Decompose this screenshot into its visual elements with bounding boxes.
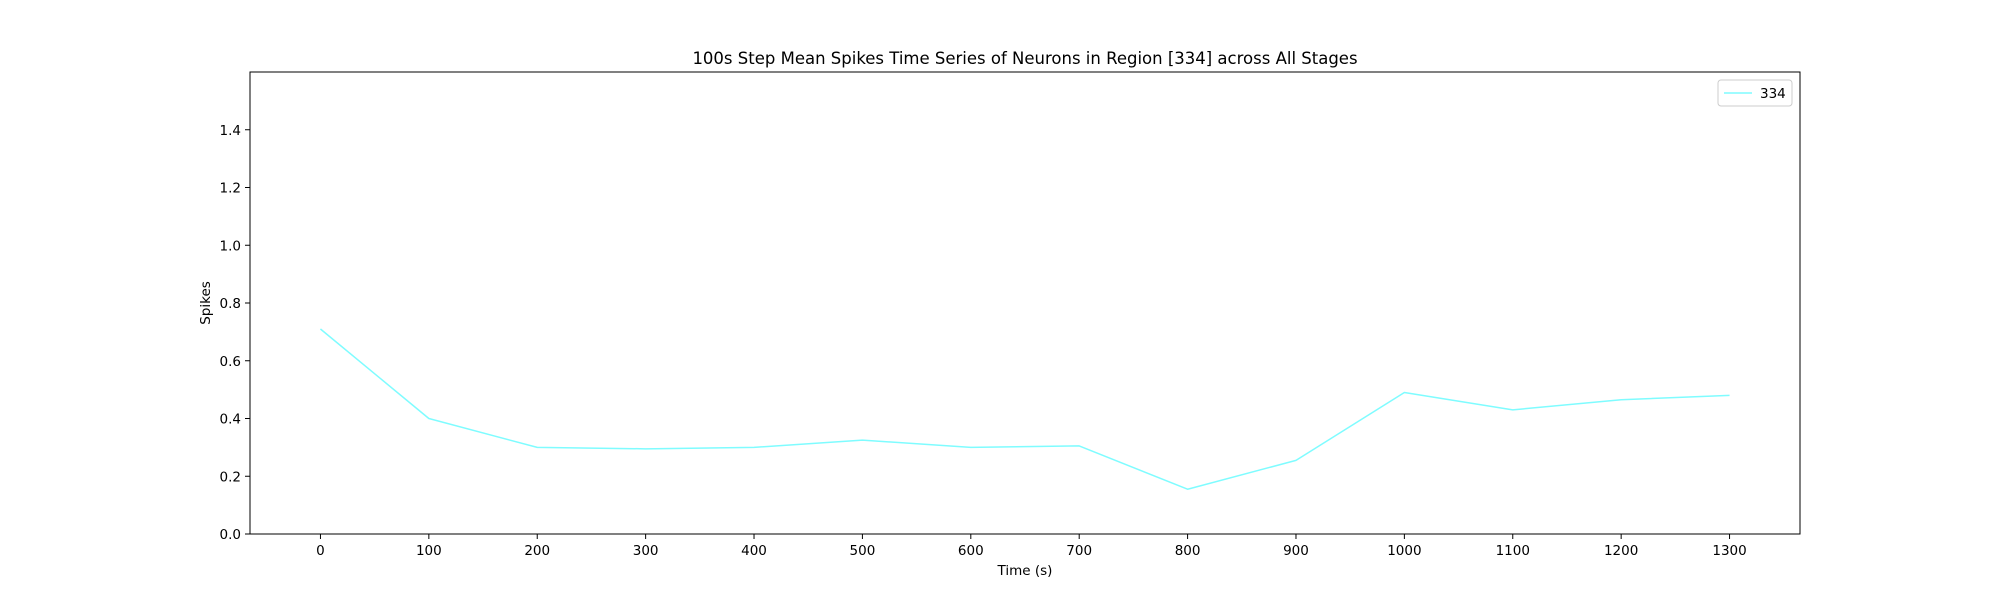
y-tick-label: 1.4 (220, 123, 241, 139)
y-tick-label: 0.6 (220, 354, 241, 370)
legend: 334 (1717, 79, 1793, 107)
x-tick-label: 800 (1175, 543, 1201, 559)
legend-label: 334 (1760, 86, 1786, 102)
plot-frame (249, 71, 1801, 535)
y-tick-label: 0.0 (220, 527, 241, 543)
x-tick-label: 1000 (1387, 543, 1421, 559)
x-tick-label: 700 (1066, 543, 1092, 559)
x-axis: 0 100 200 300 400 500 600 700 800 900 1000 1100 1200… (316, 534, 1747, 559)
legend-box (1717, 79, 1793, 107)
y-tick-label: 0.8 (220, 296, 241, 312)
x-tick-label: 500 (850, 543, 876, 559)
x-tick-label: 300 (633, 543, 659, 559)
y-tick-label: 1.2 (220, 181, 241, 197)
series-line-334 (319, 328, 1730, 490)
x-tick-label: 600 (958, 543, 984, 559)
x-axis-label: Time (s) (997, 563, 1053, 579)
y-tick-label: 1.0 (220, 238, 241, 254)
x-tick-label: 1300 (1712, 543, 1746, 559)
x-tick-label: 1100 (1496, 543, 1530, 559)
y-axis: 0.0 0.2 0.4 0.6 0.8 1.0 1.2 1.4 (220, 123, 250, 543)
x-tick-label: 100 (416, 543, 442, 559)
x-tick-label: 200 (524, 543, 550, 559)
y-axis-label: Spikes (198, 281, 214, 325)
x-tick-label: 900 (1283, 543, 1309, 559)
x-tick-label: 0 (316, 543, 325, 559)
y-tick-label: 0.2 (220, 469, 241, 485)
x-tick-label: 1200 (1604, 543, 1638, 559)
chart-title: 100s Step Mean Spikes Time Series of Neu… (692, 49, 1357, 68)
x-tick-label: 400 (741, 543, 767, 559)
y-tick-label: 0.4 (220, 412, 241, 428)
